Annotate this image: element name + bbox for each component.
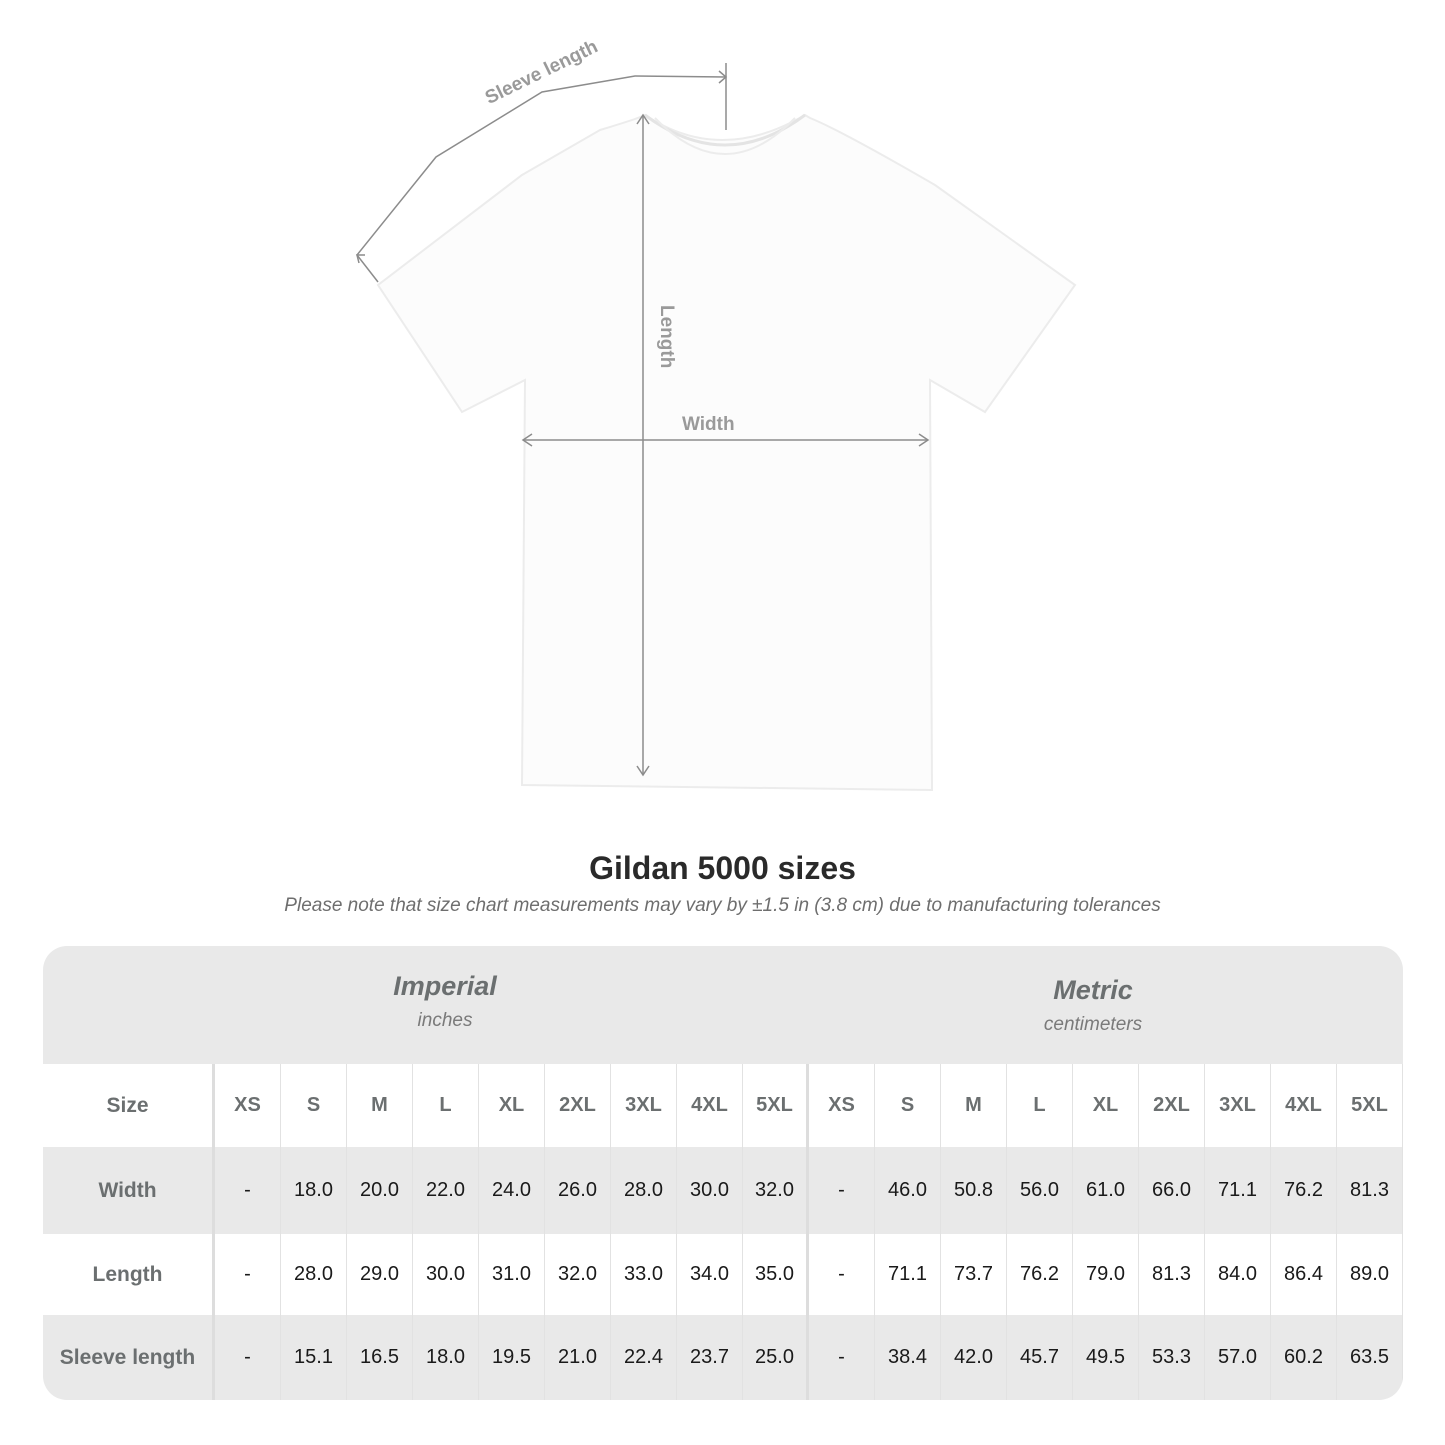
size-header-cell: 4XL xyxy=(677,1064,743,1147)
metric-value-cell: - xyxy=(809,1315,875,1400)
size-header-cell: 5XL xyxy=(743,1064,809,1147)
size-header-cell: L xyxy=(1007,1064,1073,1147)
metric-value-cell: - xyxy=(809,1147,875,1234)
imperial-value-cell: 35.0 xyxy=(743,1234,809,1315)
metric-value-cell: 84.0 xyxy=(1205,1234,1271,1315)
width-label: Width xyxy=(682,414,735,435)
size-header-cell: S xyxy=(281,1064,347,1147)
metric-value-cell: 81.3 xyxy=(1139,1234,1205,1315)
system-header: Imperial inches Metric centimeters xyxy=(43,946,1403,1064)
size-header-cell: 2XL xyxy=(1139,1064,1205,1147)
imperial-value-cell: 22.4 xyxy=(611,1315,677,1400)
imperial-value-cell: 34.0 xyxy=(677,1234,743,1315)
row-label: Sleeve length xyxy=(43,1315,215,1400)
imperial-value-cell: 16.5 xyxy=(347,1315,413,1400)
imperial-value-cell: 30.0 xyxy=(413,1234,479,1315)
imperial-value-cell: 18.0 xyxy=(281,1147,347,1234)
metric-value-cell: 76.2 xyxy=(1271,1147,1337,1234)
metric-value-cell: 79.0 xyxy=(1073,1234,1139,1315)
size-header-cell: M xyxy=(941,1064,1007,1147)
metric-value-cell: 73.7 xyxy=(941,1234,1007,1315)
table-row: Sleeve length -15.1 16.5 18.0 19.5 21.0 22.4 23… xyxy=(43,1315,1403,1400)
imperial-value-cell: 15.1 xyxy=(281,1315,347,1400)
size-header-cell: M xyxy=(347,1064,413,1147)
size-header-cell: L xyxy=(413,1064,479,1147)
metric-value-cell: 61.0 xyxy=(1073,1147,1139,1234)
imperial-title: Imperial xyxy=(393,971,497,1001)
size-header-cell: 5XL xyxy=(1337,1064,1403,1147)
imperial-value-cell: 31.0 xyxy=(479,1234,545,1315)
row-label: Width xyxy=(43,1147,215,1234)
imperial-value-cell: 28.0 xyxy=(281,1234,347,1315)
size-header-cell: 3XL xyxy=(611,1064,677,1147)
row-label: Size xyxy=(43,1064,215,1147)
size-header-cell: 4XL xyxy=(1271,1064,1337,1147)
imperial-value-cell: 20.0 xyxy=(347,1147,413,1234)
length-label: Length xyxy=(656,305,677,369)
metric-value-cell: 49.5 xyxy=(1073,1315,1139,1400)
metric-value-cell: 56.0 xyxy=(1007,1147,1073,1234)
imperial-value-cell: 33.0 xyxy=(611,1234,677,1315)
size-header-cell: XS xyxy=(215,1064,281,1147)
metric-value-cell: 71.1 xyxy=(875,1234,941,1315)
size-header-cell: 2XL xyxy=(545,1064,611,1147)
size-header-row: Size XS S M L XL 2XL 3XL 4XL 5XL XS S M L XL 2XL 3XL 4XL 5… xyxy=(43,1064,1403,1147)
metric-value-cell: 66.0 xyxy=(1139,1147,1205,1234)
size-header-cell: S xyxy=(875,1064,941,1147)
page-title: Gildan 5000 sizes xyxy=(589,850,856,886)
metric-value-cell: 46.0 xyxy=(875,1147,941,1234)
imperial-header: Imperial inches xyxy=(215,971,675,1032)
imperial-value-cell: 22.0 xyxy=(413,1147,479,1234)
metric-value-cell: 86.4 xyxy=(1271,1234,1337,1315)
metric-value-cell: - xyxy=(809,1234,875,1315)
metric-value-cell: 63.5 xyxy=(1337,1315,1403,1400)
imperial-value-cell: 25.0 xyxy=(743,1315,809,1400)
row-label: Length xyxy=(43,1234,215,1315)
imperial-value-cell: 29.0 xyxy=(347,1234,413,1315)
metric-value-cell: 81.3 xyxy=(1337,1147,1403,1234)
imperial-unit: inches xyxy=(417,1010,473,1031)
table-row: Length -28.0 29.0 30.0 31.0 32.0 33.0 34.0 35.0-… xyxy=(43,1234,1403,1315)
imperial-value-cell: 19.5 xyxy=(479,1315,545,1400)
metric-header: Metric centimeters xyxy=(843,975,1343,1036)
metric-value-cell: 76.2 xyxy=(1007,1234,1073,1315)
size-header-cell: XS xyxy=(809,1064,875,1147)
imperial-value-cell: 18.0 xyxy=(413,1315,479,1400)
metric-value-cell: 38.4 xyxy=(875,1315,941,1400)
metric-value-cell: 57.0 xyxy=(1205,1315,1271,1400)
metric-value-cell: 53.3 xyxy=(1139,1315,1205,1400)
imperial-value-cell: - xyxy=(215,1315,281,1400)
size-header-cell: 3XL xyxy=(1205,1064,1271,1147)
tolerance-note: Please note that size chart measurements… xyxy=(284,895,1161,916)
tshirt-diagram xyxy=(356,63,1077,792)
imperial-value-cell: 24.0 xyxy=(479,1147,545,1234)
imperial-value-cell: - xyxy=(215,1234,281,1315)
imperial-value-cell: 32.0 xyxy=(743,1147,809,1234)
imperial-value-cell: - xyxy=(215,1147,281,1234)
imperial-value-cell: 30.0 xyxy=(677,1147,743,1234)
metric-value-cell: 42.0 xyxy=(941,1315,1007,1400)
metric-value-cell: 60.2 xyxy=(1271,1315,1337,1400)
metric-value-cell: 71.1 xyxy=(1205,1147,1271,1234)
metric-unit: centimeters xyxy=(1043,1014,1143,1035)
table-row: Width -18.0 20.0 22.0 24.0 26.0 28.0 30.0 32.0-4… xyxy=(43,1147,1403,1234)
metric-value-cell: 45.7 xyxy=(1007,1315,1073,1400)
size-header-cell: XL xyxy=(1073,1064,1139,1147)
size-table: Imperial inches Metric centimeters Size X… xyxy=(43,946,1403,1400)
sleeve-measure-line xyxy=(356,75,727,283)
imperial-value-cell: 28.0 xyxy=(611,1147,677,1234)
metric-value-cell: 50.8 xyxy=(941,1147,1007,1234)
imperial-value-cell: 32.0 xyxy=(545,1234,611,1315)
imperial-value-cell: 26.0 xyxy=(545,1147,611,1234)
imperial-value-cell: 23.7 xyxy=(677,1315,743,1400)
size-header-cell: XL xyxy=(479,1064,545,1147)
metric-title: Metric xyxy=(1053,975,1133,1005)
metric-value-cell: 89.0 xyxy=(1337,1234,1403,1315)
imperial-value-cell: 21.0 xyxy=(545,1315,611,1400)
tshirt-image xyxy=(376,113,1077,792)
